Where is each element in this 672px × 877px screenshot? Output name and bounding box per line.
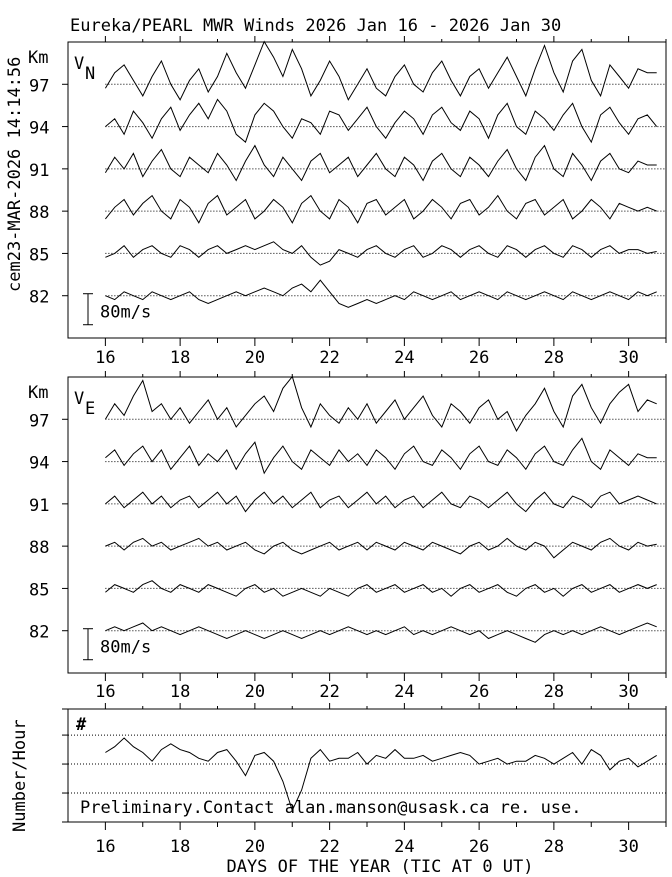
wind-trace-82km — [105, 622, 657, 643]
y-tick-label: 94 — [29, 454, 49, 474]
y-tick-label: 97 — [29, 76, 49, 96]
y-tick-label: 82 — [29, 623, 49, 643]
wind-trace-97km — [104, 40, 657, 101]
x-tick-label: 30 — [618, 682, 638, 702]
y-tick-label: 85 — [29, 580, 49, 600]
chart-title: Eureka/PEARL MWR Winds 2026 Jan 16 - 202… — [70, 16, 561, 36]
y-axis-unit-label: Km — [28, 48, 48, 68]
x-tick-label: 28 — [544, 348, 564, 368]
y-tick-label: 88 — [29, 538, 49, 558]
panel-label: V — [74, 54, 84, 74]
x-tick-label: 24 — [394, 837, 414, 857]
x-tick-label: 16 — [95, 837, 115, 857]
wind-trace-85km — [105, 580, 657, 597]
x-tick-label: 16 — [95, 348, 115, 368]
x-tick-label: 18 — [170, 837, 190, 857]
x-tick-label: 30 — [618, 348, 638, 368]
x-tick-label: 16 — [95, 682, 115, 702]
x-tick-label: 30 — [618, 837, 638, 857]
y-tick-label: 91 — [29, 496, 49, 516]
wind-trace-97km — [104, 375, 657, 432]
panel-label: # — [76, 715, 87, 735]
x-axis-label: DAYS OF THE YEAR (TIC AT 0 UT) — [226, 857, 533, 877]
x-tick-label: 24 — [394, 348, 414, 368]
scale-bar-label: 80m/s — [100, 638, 151, 658]
y-tick-label: 94 — [29, 119, 49, 139]
x-tick-label: 18 — [170, 682, 190, 702]
x-tick-label: 18 — [170, 348, 190, 368]
count-trace — [105, 737, 657, 812]
wind-trace-94km — [105, 437, 657, 475]
x-tick-label: 20 — [245, 348, 265, 368]
y-tick-label: 97 — [29, 411, 49, 431]
x-tick-label: 22 — [319, 837, 339, 857]
panel-label-subscript: N — [85, 64, 95, 84]
x-tick-label: 24 — [394, 682, 414, 702]
y-axis-unit-label: Km — [28, 383, 48, 403]
scale-bar-label: 80m/s — [100, 303, 151, 323]
y-axis-label-number-per-hour: Number/Hour — [10, 719, 30, 832]
x-tick-label: 28 — [544, 682, 564, 702]
y-tick-label: 88 — [29, 203, 49, 223]
wind-trace-91km — [105, 491, 657, 513]
x-tick-label: 28 — [544, 837, 564, 857]
y-tick-label: 82 — [29, 288, 49, 308]
notice-text: Preliminary.Contact alan.manson@usask.ca… — [80, 798, 582, 818]
x-tick-label: 20 — [245, 682, 265, 702]
y-tick-label: 85 — [29, 245, 49, 265]
x-tick-label: 26 — [469, 837, 489, 857]
panel-label: V — [74, 389, 84, 409]
wind-trace-82km — [105, 279, 657, 308]
panel-label-subscript: E — [85, 399, 95, 419]
x-tick-label: 20 — [245, 837, 265, 857]
wind-trace-88km — [105, 194, 657, 224]
y-tick-label: 91 — [29, 161, 49, 181]
x-tick-label: 22 — [319, 348, 339, 368]
wind-trace-85km — [105, 241, 657, 266]
timestamp-label: cem23-MAR-2026 14:14:56 — [5, 57, 25, 292]
wind-trace-88km — [105, 537, 657, 559]
x-tick-label: 22 — [319, 682, 339, 702]
wind-trace-94km — [105, 98, 658, 144]
wind-trace-91km — [104, 144, 657, 182]
x-tick-label: 26 — [469, 682, 489, 702]
x-tick-label: 26 — [469, 348, 489, 368]
